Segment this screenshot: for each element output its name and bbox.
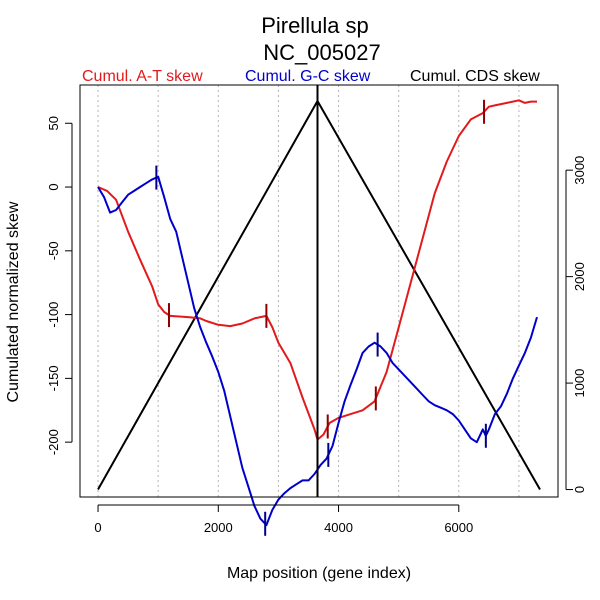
x-tick-label: 4000 — [324, 520, 353, 535]
plot-frame — [79, 84, 559, 498]
y-tick-label: -100 — [46, 302, 61, 328]
y-tick-label: 0 — [46, 183, 61, 190]
y2-tick-label: 2000 — [572, 262, 587, 291]
y2-tick-label: 3000 — [572, 156, 587, 185]
cds-skew-line — [97, 100, 541, 490]
plot-data — [97, 85, 541, 536]
chart-title: Pirellula sp — [261, 13, 369, 38]
axes: 0 2000 4000 6000 50 0 -50 -100 -150 -200 0 1000 2000… — [46, 116, 587, 535]
y2-tick-label: 0 — [572, 486, 587, 493]
y-axis-label: Cumulated normalized skew — [5, 201, 22, 402]
y-tick-label: -50 — [46, 241, 61, 260]
legend-cds-skew: Cumul. CDS skew — [410, 68, 540, 85]
grid-lines — [97, 85, 520, 497]
x-tick-label: 0 — [94, 520, 101, 535]
x-axis-label: Map position (gene index) — [227, 565, 411, 582]
legend-gc-skew: Cumul. G-C skew — [245, 68, 371, 85]
x-tick-label: 2000 — [204, 520, 233, 535]
y-tick-label: -150 — [46, 365, 61, 391]
y-tick-label: 50 — [46, 116, 61, 130]
y-tick-label: -200 — [46, 429, 61, 455]
y2-tick-label: 1000 — [572, 369, 587, 398]
x-tick-label: 6000 — [444, 520, 473, 535]
gc-skew-line — [97, 175, 538, 527]
chart-subtitle: NC_005027 — [263, 40, 380, 65]
legend-at-skew: Cumul. A-T skew — [82, 68, 203, 85]
